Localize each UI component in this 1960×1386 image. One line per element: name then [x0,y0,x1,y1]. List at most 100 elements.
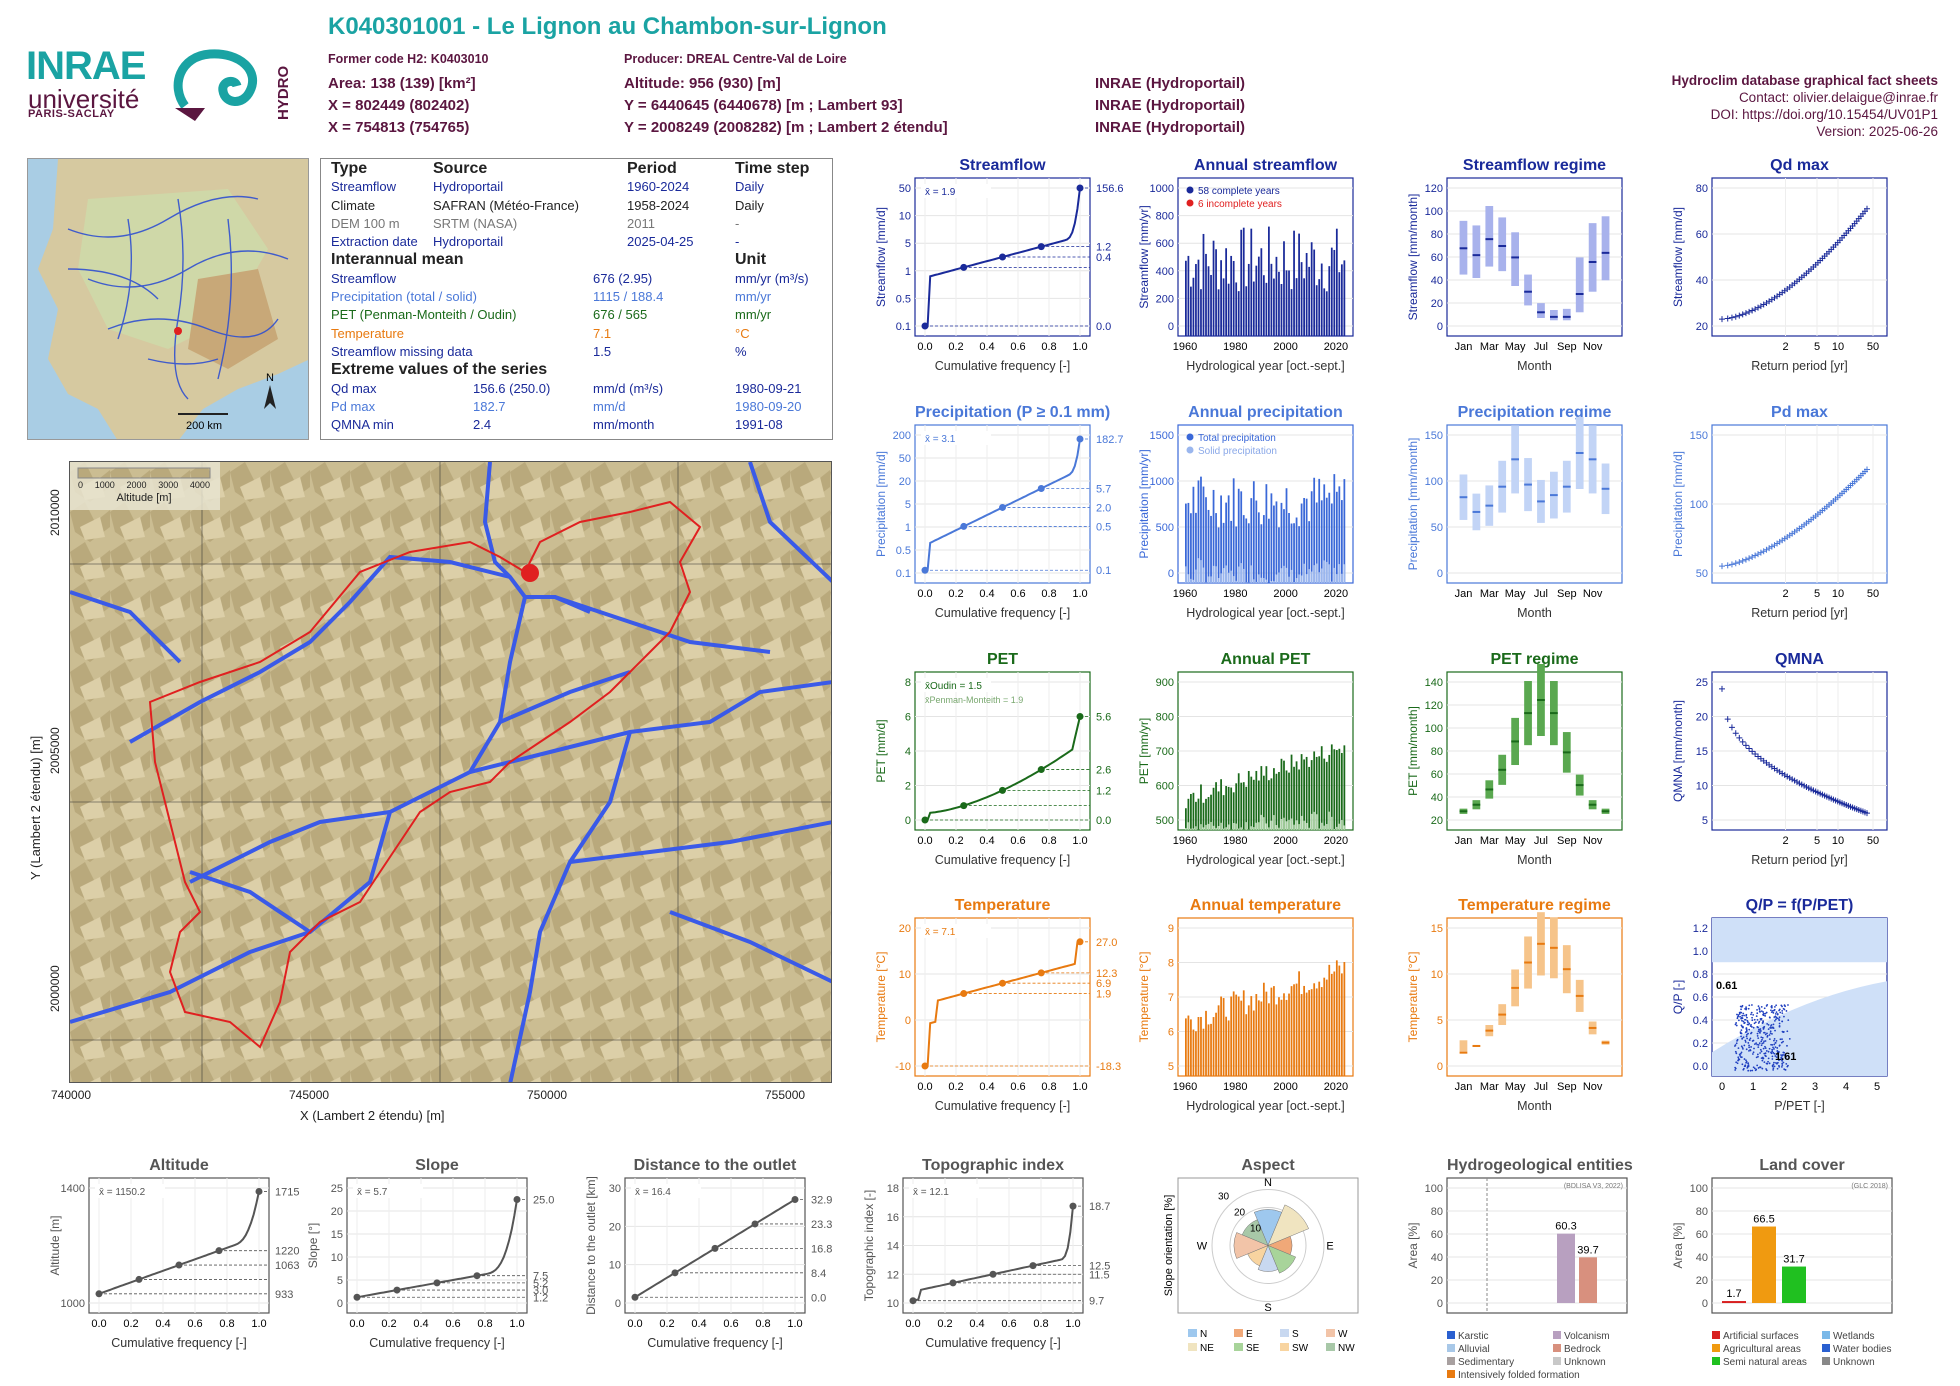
legend-label: Alluvial [1458,1344,1490,1355]
annual-bar [1315,988,1318,1076]
qp-point [1759,1066,1762,1069]
qdmax-chart: 20 40 60 80 Streamflow [mm/d] Return period [… [1671,177,1888,373]
qp-point [1755,1015,1758,1018]
qp-point [1756,1032,1759,1035]
solid-bar [1255,822,1258,830]
qp-point [1764,1054,1767,1057]
ylabel: Streamflow [mm/d] [874,207,888,307]
month-label: Jan [1455,588,1473,600]
qp-point [1763,1061,1766,1064]
solid-bar [1278,827,1280,830]
ytick-label: 18 [887,1183,899,1195]
ytick-label: 100 [1425,723,1443,735]
qp-point [1775,1062,1777,1064]
annual-bar [1313,983,1316,1076]
qp-point [1745,1048,1748,1051]
qp-point [1772,1026,1774,1029]
legend-swatch [1712,1357,1720,1365]
annual-bar [1255,265,1258,336]
annual-bar [1255,770,1258,830]
qp-point [1775,1056,1778,1058]
extreme-value: 156.6 (250.0) [473,380,551,396]
qp-point [1737,1056,1740,1059]
hydrogeo-bar [1579,1257,1597,1303]
slope-title: Slope [415,1157,459,1174]
qp-point [1743,1014,1745,1017]
info-period: 2025-04-25 [627,234,694,250]
temp-regime-chart: 0 5 10 15 Temperature [°C] Month Jan Mar May Jul S… [1406,912,1623,1113]
annual-bar [1330,247,1333,336]
right-tick-label: 5.7 [1096,483,1111,495]
annual-bar [1260,524,1263,583]
qp-point [1753,1022,1756,1025]
ytick-label: 0 [1437,321,1443,333]
ytick-label: 8 [1168,958,1174,970]
annual-bar [1333,971,1336,1076]
annual-bar [1222,998,1225,1076]
qp-point [1741,1004,1744,1007]
plot-area [914,917,1091,1077]
return-point [1746,308,1753,315]
month-label: Jul [1534,835,1548,847]
solid-bar [1333,828,1336,830]
annual-bar [1308,766,1311,830]
solid-bar [1190,578,1192,583]
temp-title: Temperature [954,897,1051,914]
qp-point [1749,1069,1752,1072]
extreme-name: Pd max [331,398,376,414]
ytick-label: 800 [1156,211,1174,223]
map-ytick: 2010000 [48,489,62,536]
qp-point [1771,1050,1774,1053]
solid-bar [1330,581,1333,583]
annual-bar [1242,515,1245,583]
col-timestep: Time step [735,160,810,177]
annual-bar [1245,286,1248,336]
qp-point [1760,1010,1763,1013]
qp-label: 1.61 [1775,1051,1796,1063]
return-point [1746,745,1753,752]
qp-point [1740,1029,1743,1032]
ytick-label: 5 [905,499,911,511]
annual-bar [1195,1031,1197,1076]
annual-bar [1210,274,1212,336]
ytick-label: 80 [1431,746,1443,758]
mean-label-2: x̄Penman-Monteith = 1.9 [925,695,1023,705]
qp-point [1746,1019,1749,1022]
right-tick-label: 12.5 [1089,1261,1110,1273]
ylabel: QMNA [mm/month] [1671,700,1685,802]
ytick-label: 0.6 [1693,992,1708,1004]
meta-sheet: Hydroclim database graphical fact sheets [1671,73,1938,88]
solid-bar [1273,815,1275,830]
precip-regime-chart: 0 50 100 150 Precipitation [mm/month] Month Ja… [1406,417,1623,620]
xlabel: Return period [yr] [1751,606,1848,620]
ytick-label: 25 [1696,677,1708,689]
right-tick-label: 6.9 [1096,978,1111,990]
info-type: DEM 100 m [331,215,400,231]
annual-bar [1185,260,1187,336]
extreme-row: Qd max 156.6 (250.0) mm/d (m³/s) 1980-09-21 [331,380,822,398]
annual-bar [1278,772,1280,830]
info-row: Climate SAFRAN (Météo-France) 1958-2024 Dai… [331,197,822,215]
qp-point [1782,1051,1785,1054]
regime-box [1511,232,1519,286]
month-label: Mar [1480,588,1499,600]
mean-label: x̄Oudin = 1.5 [925,681,982,692]
mean-value: 676 / 565 [593,307,648,323]
qp-point [1762,1057,1765,1060]
annual-bar [1257,512,1260,583]
annual-bar [1245,518,1248,583]
ytick-label: 9 [1168,923,1174,935]
qp-point [1773,1019,1776,1022]
pet-regime-title: PET regime [1490,651,1579,668]
annual-bar [1288,270,1290,336]
catchment-map: 0 1000 2000 3000 4000 Altitude [m] [69,461,832,1083]
qp-point [1752,1066,1755,1069]
info-period: 1958-2024 [627,197,690,213]
qp-point [1774,1041,1777,1044]
qp-point [1758,1020,1761,1023]
ytick-label: 100 [1690,499,1708,511]
info-timestep: - [735,234,740,250]
legend-label: W [1338,1329,1348,1340]
solid-bar [1207,823,1210,830]
annual-bar [1330,744,1333,830]
